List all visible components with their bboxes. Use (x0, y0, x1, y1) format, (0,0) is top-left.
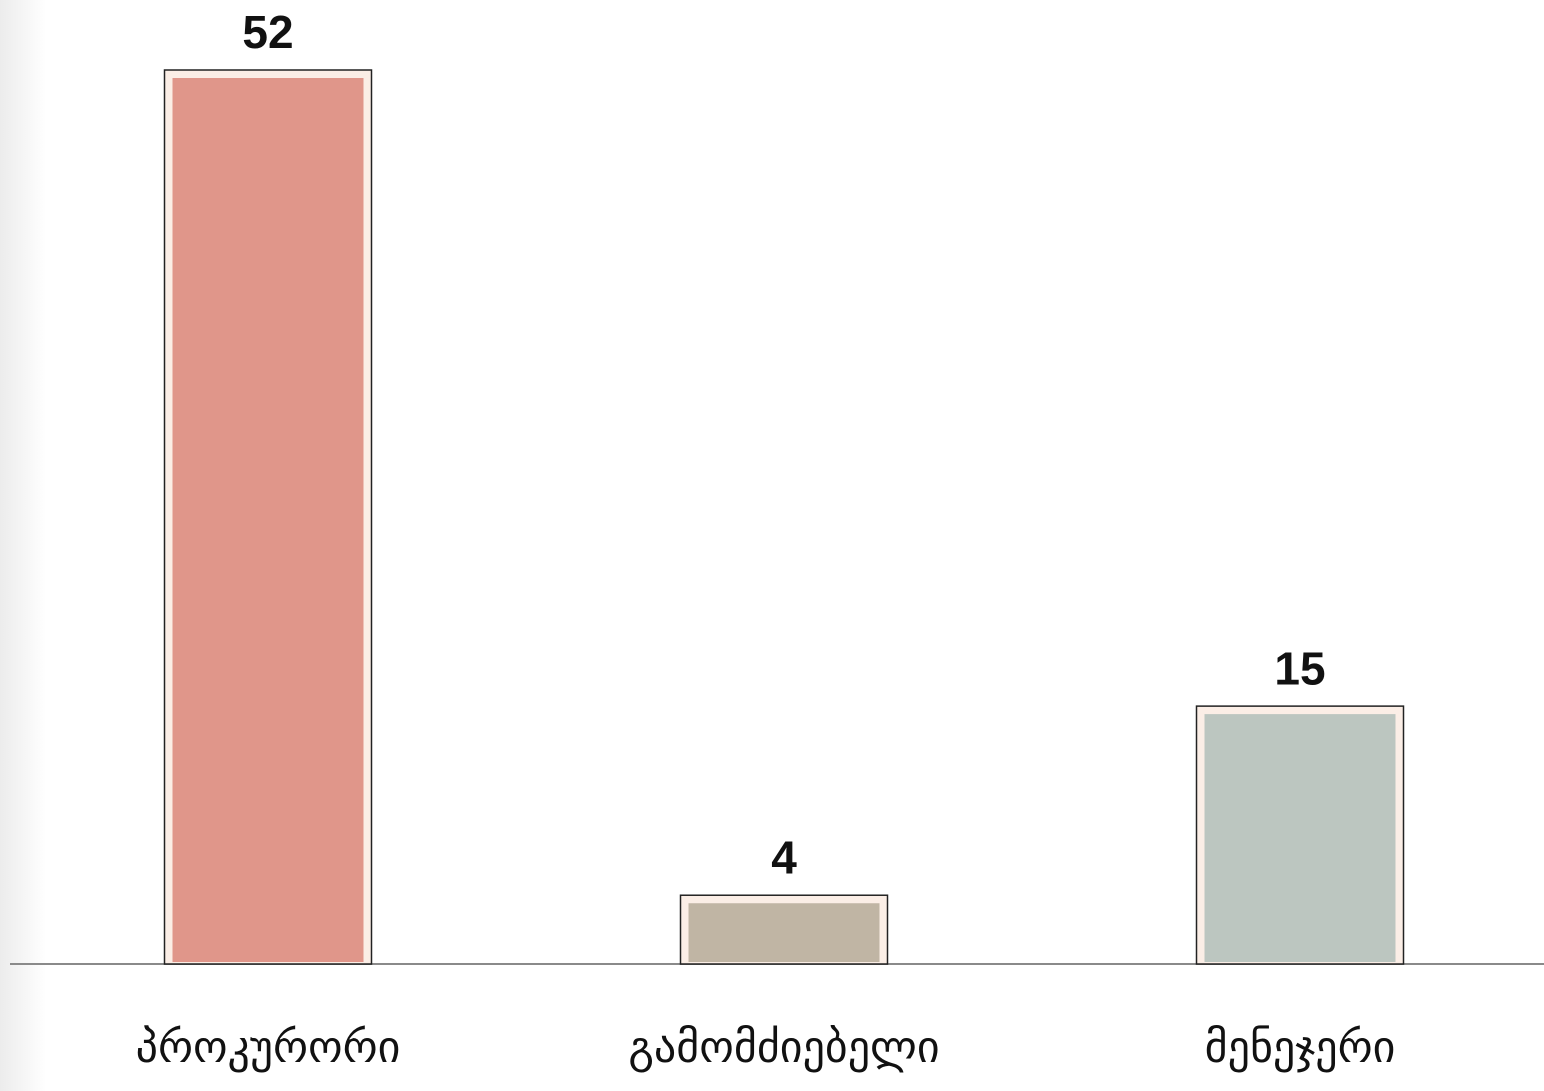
bar (688, 903, 880, 962)
value-label: 15 (1274, 642, 1325, 694)
x-tick-label: გამომძიებელი (628, 1022, 939, 1073)
x-tick-label: პროკურორი (136, 1022, 401, 1073)
x-tick-label: მენეჯერი (1205, 1022, 1396, 1073)
bar (1204, 714, 1396, 962)
value-label: 52 (242, 6, 293, 58)
bar (172, 78, 364, 962)
value-label: 4 (771, 831, 797, 883)
